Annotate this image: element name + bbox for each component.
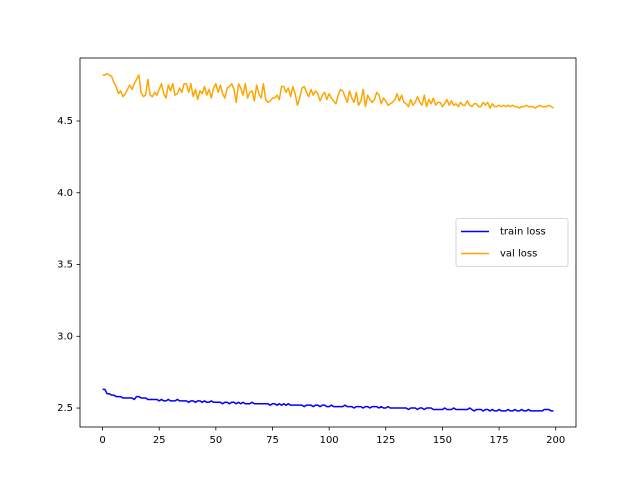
x-tick-label: 0 [99,435,105,446]
x-tick-label: 150 [433,435,452,446]
y-tick-label: 4.5 [57,116,73,127]
x-tick-label: 125 [376,435,395,446]
legend: train loss val loss [455,218,569,267]
x-tick-label: 25 [153,435,166,446]
x-tick-label: 175 [490,435,509,446]
series-line [102,388,554,412]
y-tick-label: 3.5 [57,260,73,271]
x-tick-label: 200 [546,435,565,446]
x-tick-label: 100 [320,435,339,446]
legend-label: train loss [500,227,546,238]
x-tick-label: 75 [266,435,279,446]
plot-frame [79,57,577,428]
x-tick-label: 50 [209,435,222,446]
legend-box [455,218,569,267]
y-tick-label: 2.5 [57,403,73,414]
legend-label: val loss [500,249,537,260]
series-line [102,72,554,109]
y-tick-label: 4.0 [57,188,73,199]
y-tick-label: 3.0 [57,331,73,342]
